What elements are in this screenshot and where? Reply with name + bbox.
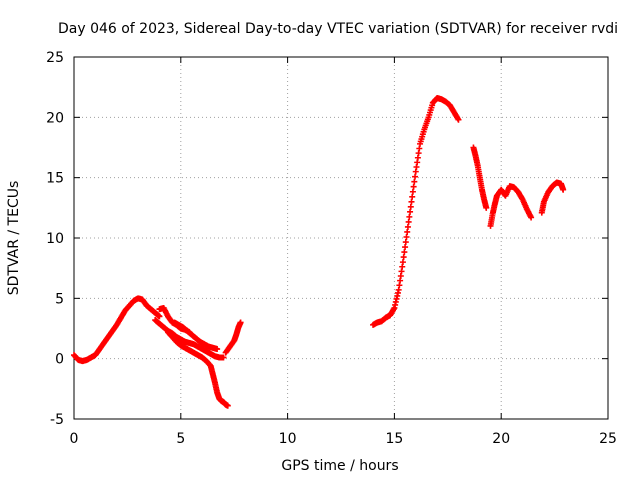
x-tick-label: 0 xyxy=(70,431,79,447)
data-point xyxy=(407,203,414,210)
x-tick-label: 25 xyxy=(599,431,617,447)
data-point xyxy=(411,178,418,185)
chart-title: Day 046 of 2023, Sidereal Day-to-day VTE… xyxy=(58,21,618,37)
data-point xyxy=(402,244,409,251)
data-point xyxy=(483,204,490,211)
data-point xyxy=(399,259,406,266)
y-axis-label: SDTVAR / TECUs xyxy=(6,181,22,296)
series-late-decline xyxy=(470,144,490,211)
series-branch-c xyxy=(164,329,231,409)
data-point xyxy=(406,213,413,220)
data-point xyxy=(403,233,410,240)
data-point xyxy=(560,186,567,193)
x-tick-label: 15 xyxy=(385,431,403,447)
grid-lines xyxy=(74,57,608,419)
data-point xyxy=(404,223,411,230)
x-tick-label: 10 xyxy=(279,431,297,447)
data-point xyxy=(407,208,414,215)
data-point xyxy=(237,319,244,326)
y-tick-label: 25 xyxy=(46,50,64,66)
data-point xyxy=(412,173,419,180)
x-tick-label: 20 xyxy=(492,431,510,447)
series-evening-recovery xyxy=(222,319,244,356)
y-tick-label: 10 xyxy=(46,231,64,247)
data-point xyxy=(409,188,416,195)
data-point xyxy=(455,116,462,123)
series-morning-rise xyxy=(71,295,163,365)
data-point xyxy=(214,346,221,353)
data-point xyxy=(220,354,227,361)
series-night-tail xyxy=(538,179,567,216)
data-point xyxy=(404,228,411,235)
data-points xyxy=(71,95,567,409)
series-branch-b xyxy=(152,317,227,361)
data-point xyxy=(224,402,231,409)
data-point xyxy=(409,193,416,200)
axis-ticks: 0 5 10 15 20 25 -5 0 5 10 15 20 25 xyxy=(46,50,617,447)
series-late-oscillation xyxy=(487,183,535,229)
data-point xyxy=(410,183,417,190)
y-tick-label: 0 xyxy=(55,352,64,368)
x-tick-label: 5 xyxy=(176,431,185,447)
data-point xyxy=(402,239,409,246)
y-tick-label: 5 xyxy=(55,291,64,307)
data-point xyxy=(528,214,535,221)
y-tick-label: -5 xyxy=(50,412,64,428)
data-point xyxy=(400,254,407,261)
y-tick-label: 20 xyxy=(46,110,64,126)
x-axis-label: GPS time / hours xyxy=(281,458,398,474)
data-point xyxy=(401,249,408,256)
series-branch-d xyxy=(171,319,221,353)
data-point xyxy=(408,198,415,205)
data-point xyxy=(405,218,412,225)
series-afternoon-peak xyxy=(370,95,462,328)
data-point xyxy=(156,313,163,320)
y-tick-label: 15 xyxy=(46,171,64,187)
